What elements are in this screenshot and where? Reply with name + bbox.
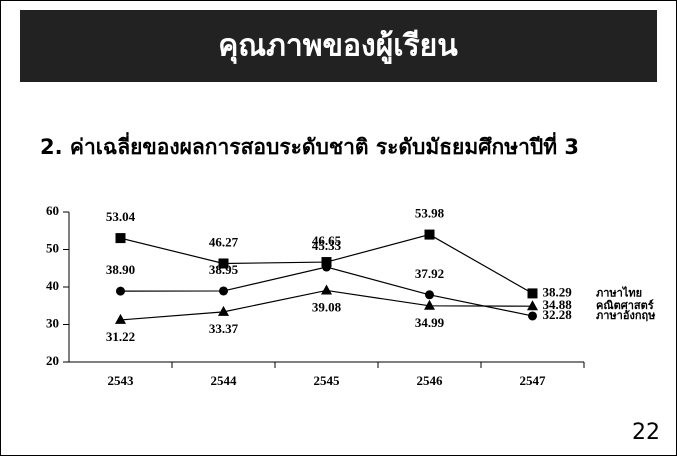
data-label: 53.98 [415,206,445,221]
marker [321,257,332,268]
y-tick-label: 50 [46,240,59,255]
data-label: 38.95 [209,262,239,277]
page-number: 22 [632,420,660,445]
marker [528,311,537,321]
y-tick-label: 60 [46,203,59,218]
marker [424,229,435,240]
y-tick-label: 20 [46,353,59,368]
marker [321,284,332,295]
data-label: 45.33 [312,238,342,253]
data-label: 34.99 [415,315,445,330]
data-label: 34.88 [543,297,573,312]
legend-entry: ภาษาไทย [596,285,642,299]
marker [424,299,435,310]
marker [218,258,229,269]
data-label: 38.29 [543,284,573,299]
marker [527,300,538,311]
marker [322,262,331,272]
chart-subtitle: 2. ค่าเฉลี่ยของผลการสอบระดับชาติ ระดับมั… [40,131,579,159]
legend-entry: คณิตศาสตร์ [596,299,654,312]
data-label: 46.65 [312,233,342,248]
chart-title: คุณภาพของผู้เรียน [218,29,458,65]
marker [219,286,228,296]
x-tick-label: 2546 [417,373,444,388]
x-tick-label: 2545 [314,373,341,388]
marker [425,290,434,300]
y-tick-label: 30 [46,315,59,330]
marker [116,286,125,296]
data-label: 37.92 [415,266,444,281]
x-tick-label: 2544 [211,373,238,388]
data-label: 32.28 [543,307,573,322]
marker [527,288,538,299]
marker [115,233,126,244]
marker [218,305,229,316]
data-label: 53.04 [106,209,136,224]
title-bar [20,10,657,82]
legend-entry: ภาษาอังกฤษ [596,309,656,322]
y-tick-label: 40 [46,278,59,293]
marker [115,313,126,324]
data-label: 46.27 [209,234,239,249]
data-label: 33.37 [209,321,239,336]
data-label: 38.90 [106,262,135,277]
data-label: 39.08 [312,299,342,314]
x-tick-label: 2547 [520,373,547,388]
x-tick-label: 2543 [108,373,135,388]
data-label: 31.22 [106,329,135,344]
